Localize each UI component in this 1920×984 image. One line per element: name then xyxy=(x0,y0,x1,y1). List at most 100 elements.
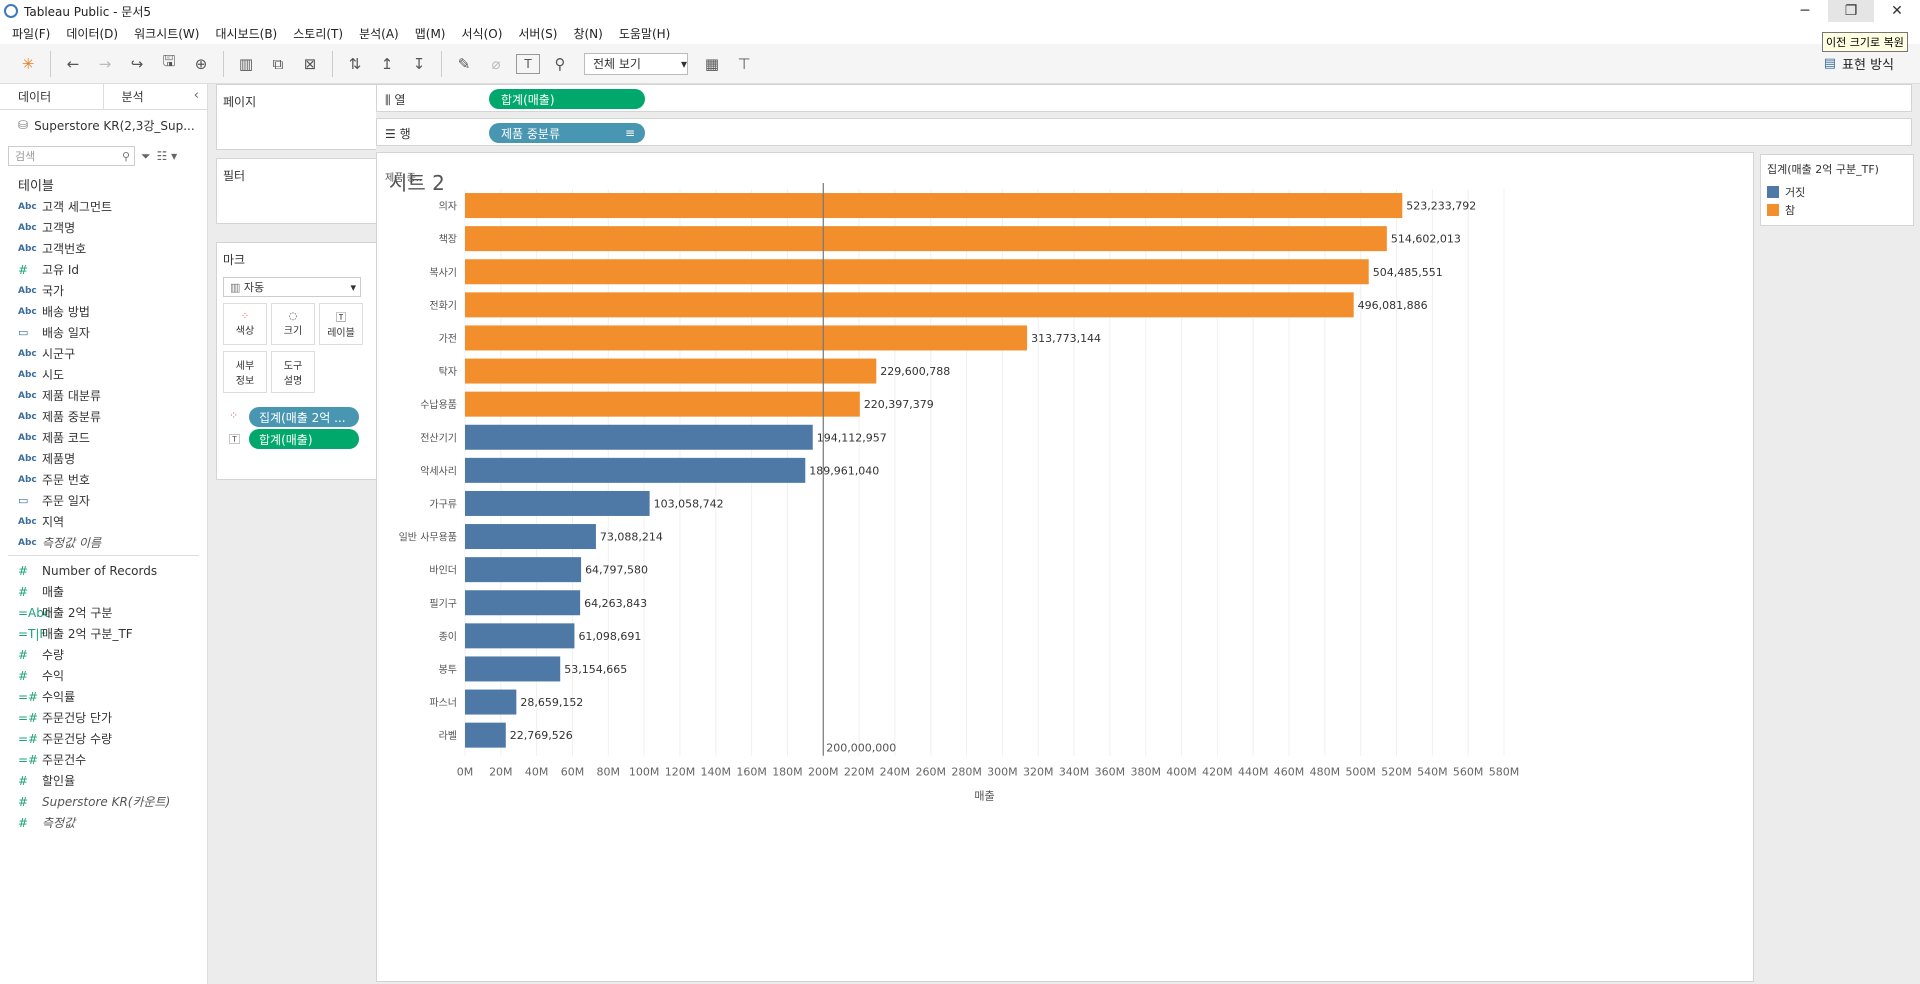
dimension-field[interactable]: Abc 국가 xyxy=(0,280,207,301)
dimension-field[interactable]: # 고유 Id xyxy=(0,259,207,280)
sort-ascending-icon[interactable]: ↥ xyxy=(380,54,394,73)
datasource-item[interactable]: ⛁ Superstore KR(2,3강_Sup... xyxy=(18,118,195,133)
bar xyxy=(465,358,877,384)
measure-field[interactable]: # 수익 xyxy=(0,665,207,686)
measure-field[interactable]: =# 수익률 xyxy=(0,686,207,707)
rows-pill[interactable]: 제품 중분류 ≡ xyxy=(489,123,645,143)
measure-field[interactable]: =# 주문건수 xyxy=(0,749,207,770)
fit-select[interactable]: 전체 보기 ▾ xyxy=(584,52,688,75)
dimension-field[interactable]: Abc 지역 xyxy=(0,511,207,532)
mark-type-select[interactable]: ▥ 자동 ▾ xyxy=(223,277,361,297)
menu-item[interactable]: 창(N) xyxy=(573,26,603,41)
measure-field[interactable]: =T|F 매출 2억 구분_TF xyxy=(0,623,207,644)
tab-data[interactable]: 데이터 xyxy=(0,84,104,109)
rows-shelf[interactable]: ☰ 행 제품 중분류 ≡ xyxy=(376,118,1912,146)
search-input[interactable]: 검색 ⚲ xyxy=(8,146,135,166)
new-datasource-icon[interactable]: ⊕ xyxy=(194,54,208,73)
redo-icon[interactable]: → xyxy=(98,54,112,73)
size-button[interactable]: ◌ 크기 xyxy=(271,303,315,345)
color-button[interactable]: ⁘ 색상 xyxy=(223,303,267,345)
columns-pill[interactable]: 합계(매출) xyxy=(489,89,645,109)
color-pill[interactable]: 집계(매출 2억 ... xyxy=(249,407,359,427)
dimension-field[interactable]: Abc 배송 방법 xyxy=(0,301,207,322)
collapse-icon[interactable]: ‹ xyxy=(193,88,199,103)
legend-item-true[interactable]: 참 xyxy=(1761,201,1913,219)
detail-button[interactable]: 세부 정보 xyxy=(223,351,267,393)
view-icon[interactable]: ☷ ▾ xyxy=(156,149,178,163)
dimension-field[interactable]: Abc 주문 번호 xyxy=(0,469,207,490)
filters-card[interactable]: 필터 xyxy=(216,158,378,224)
bar xyxy=(465,391,860,417)
measure-field[interactable]: # Number of Records xyxy=(0,560,207,581)
legend-title: 집계(매출 2억 구분_TF) xyxy=(1767,163,1879,176)
x-tick-label: 360M xyxy=(1095,766,1126,779)
show-labels-icon[interactable]: T xyxy=(516,53,540,74)
dimension-field[interactable]: Abc 고객 세그먼트 xyxy=(0,196,207,217)
sort-descending-icon[interactable]: ↧ xyxy=(412,54,426,73)
dimension-field[interactable]: Abc 제품 중분류 xyxy=(0,406,207,427)
save-icon[interactable]: 🖫 xyxy=(162,52,176,70)
menu-item[interactable]: 스토리(T) xyxy=(293,26,344,41)
menu-item[interactable]: 분석(A) xyxy=(359,26,399,41)
measure-field[interactable]: =# 주문건당 단가 xyxy=(0,707,207,728)
dimension-field[interactable]: Abc 고객번호 xyxy=(0,238,207,259)
measure-field[interactable]: # 매출 xyxy=(0,581,207,602)
category-label: 종이 xyxy=(439,631,457,643)
duplicate-icon[interactable]: ⧉ xyxy=(272,54,284,73)
dimension-field[interactable]: Abc 제품명 xyxy=(0,448,207,469)
show-me-button[interactable]: ▤ 표현 방식 xyxy=(1823,56,1894,73)
dimension-field[interactable]: Abc 시도 xyxy=(0,364,207,385)
label-pill[interactable]: 합계(매출) xyxy=(249,429,359,449)
dimension-field[interactable]: Abc 시군구 xyxy=(0,343,207,364)
dimension-field[interactable]: Abc 제품 대분류 xyxy=(0,385,207,406)
menu-item[interactable]: 워크시트(W) xyxy=(134,26,200,41)
new-worksheet-icon[interactable]: ▥ xyxy=(238,54,254,73)
field-label: 매출 xyxy=(42,585,65,599)
dimension-field[interactable]: Abc 고객명 xyxy=(0,217,207,238)
dimension-field[interactable]: Abc 제품 코드 xyxy=(0,427,207,448)
show-cards-icon[interactable]: ▦ xyxy=(704,54,720,73)
minimize-button[interactable]: ─ xyxy=(1800,3,1810,19)
tableau-home-icon[interactable]: ✳ xyxy=(21,54,35,73)
menu-item[interactable]: 서버(S) xyxy=(518,26,558,41)
menu-item[interactable]: 맵(M) xyxy=(414,26,446,41)
field-label: 지역 xyxy=(42,515,65,529)
clear-sheet-icon[interactable]: ⊠ xyxy=(303,54,317,73)
measure-field[interactable]: # Superstore KR(카운트) xyxy=(0,791,207,812)
string-icon: Abc xyxy=(18,369,37,380)
tooltip-button[interactable]: 도구 설명 xyxy=(271,351,315,393)
string-icon: Abc xyxy=(18,432,37,443)
filter-icon[interactable]: ⏷ xyxy=(141,148,151,163)
menu-item[interactable]: 파일(F) xyxy=(12,26,51,41)
menu-item[interactable]: 데이터(D) xyxy=(66,26,119,41)
presentation-icon[interactable]: ⊤ xyxy=(737,54,751,73)
field-label: 제품 코드 xyxy=(42,431,90,445)
replay-icon[interactable]: ↪ xyxy=(130,54,144,73)
measure-field[interactable]: =# 주문건당 수량 xyxy=(0,728,207,749)
group-icon[interactable]: ⌀ xyxy=(491,54,501,73)
category-label: 가구류 xyxy=(429,498,457,510)
restore-button[interactable]: ❐ xyxy=(1828,0,1874,22)
dimension-field[interactable]: ▭ 배송 일자 xyxy=(0,322,207,343)
measure-field[interactable]: # 수량 xyxy=(0,644,207,665)
menu-item[interactable]: 서식(O) xyxy=(461,26,503,41)
string-icon: Abc xyxy=(18,537,37,548)
pin-icon[interactable]: ⚲ xyxy=(554,54,566,73)
menu-item[interactable]: 도움말(H) xyxy=(618,26,671,41)
category-label: 복사기 xyxy=(429,267,457,279)
menu-item[interactable]: 대시보드(B) xyxy=(215,26,278,41)
legend-item-false[interactable]: 거짓 xyxy=(1761,183,1913,201)
dimension-field[interactable]: Abc 측정값 이름 xyxy=(0,532,207,553)
undo-icon[interactable]: ← xyxy=(66,54,80,73)
pages-card[interactable]: 페이지 xyxy=(216,84,378,150)
label-button[interactable]: 🅃 레이블 xyxy=(319,303,363,345)
highlight-icon[interactable]: ✎ xyxy=(457,54,471,73)
tab-analysis[interactable]: 분석 xyxy=(121,90,144,104)
measure-field[interactable]: =Abc 매출 2억 구분 xyxy=(0,602,207,623)
measure-field[interactable]: # 측정값 xyxy=(0,812,207,833)
close-button[interactable]: ✕ xyxy=(1891,3,1903,19)
measure-field[interactable]: # 할인율 xyxy=(0,770,207,791)
columns-shelf[interactable]: ⫼ 열 합계(매출) xyxy=(376,84,1912,112)
dimension-field[interactable]: ▭ 주문 일자 xyxy=(0,490,207,511)
swap-icon[interactable]: ⇅ xyxy=(348,54,362,73)
